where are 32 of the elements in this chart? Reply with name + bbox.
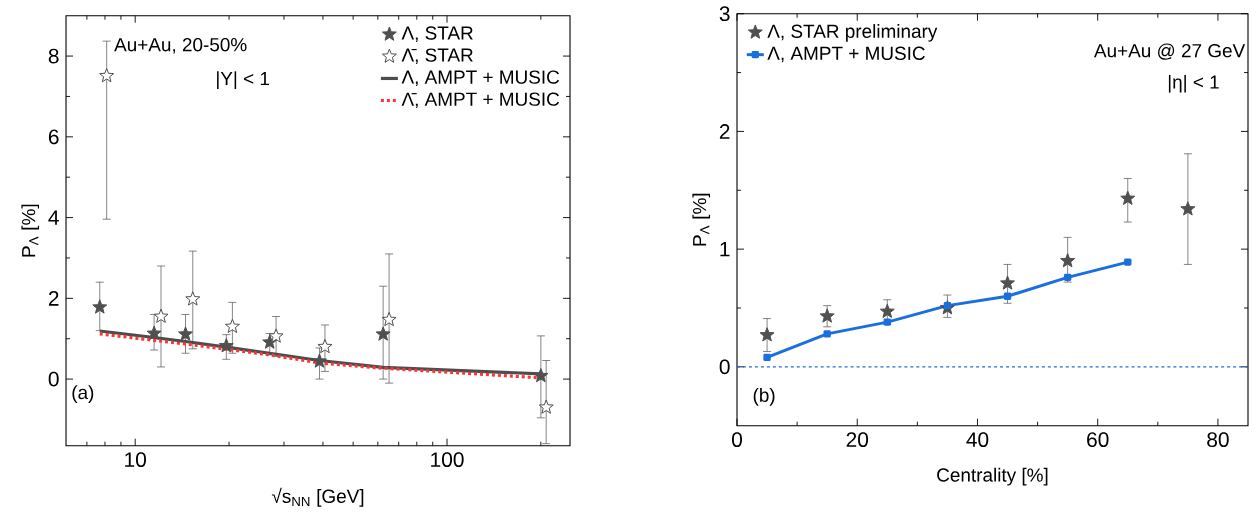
legend-label: Λ, AMPT + MUSIC	[401, 70, 560, 87]
y-tick-label: 6	[48, 129, 59, 145]
x-tick-label: 20	[846, 432, 869, 447]
annotation: (b)	[753, 388, 775, 406]
y-tick-label: 2	[48, 291, 59, 306]
x-tick-label: 10	[125, 452, 147, 467]
y-tick-label: 4	[48, 210, 59, 225]
x-tick-label: 0	[732, 432, 742, 447]
legend-label: Λ̄, AMPT + MUSIC	[401, 92, 560, 109]
legend-label: Λ, STAR	[401, 26, 473, 42]
legend-label: Λ̄, STAR	[401, 48, 473, 64]
annotation: Au+Au, 20-50%	[114, 37, 247, 54]
annotation: |η| < 1	[1168, 74, 1219, 93]
x-axis-title: √s$_{NN}$ [GeV]	[271, 487, 364, 507]
y-axis-title: P$_{Λ}$ [%]	[692, 193, 711, 246]
annotation: |Y| < 1	[217, 71, 269, 90]
y-axis-title: P$_{Λ}$ [%]	[21, 204, 40, 257]
x-tick-label: 100	[431, 452, 464, 467]
x-tick-label: 80	[1207, 432, 1229, 447]
y-tick-label: 0	[719, 359, 730, 375]
x-tick-label: 40	[966, 432, 989, 447]
y-tick-label: 1	[720, 241, 730, 257]
x-axis-title: Centrality [%]	[937, 467, 1048, 486]
y-tick-label: 2	[719, 124, 730, 139]
y-tick-label: 8	[48, 48, 59, 64]
y-tick-label: 3	[719, 6, 730, 22]
legend-label: Λ, STAR preliminary	[767, 24, 938, 42]
y-tick-label: 0	[48, 371, 59, 387]
x-tick-label: 60	[1087, 432, 1109, 447]
annotation: (a)	[72, 385, 94, 403]
legend-label: Λ, AMPT + MUSIC	[767, 46, 925, 63]
annotation: Au+Au @ 27 GeV	[1093, 43, 1246, 60]
